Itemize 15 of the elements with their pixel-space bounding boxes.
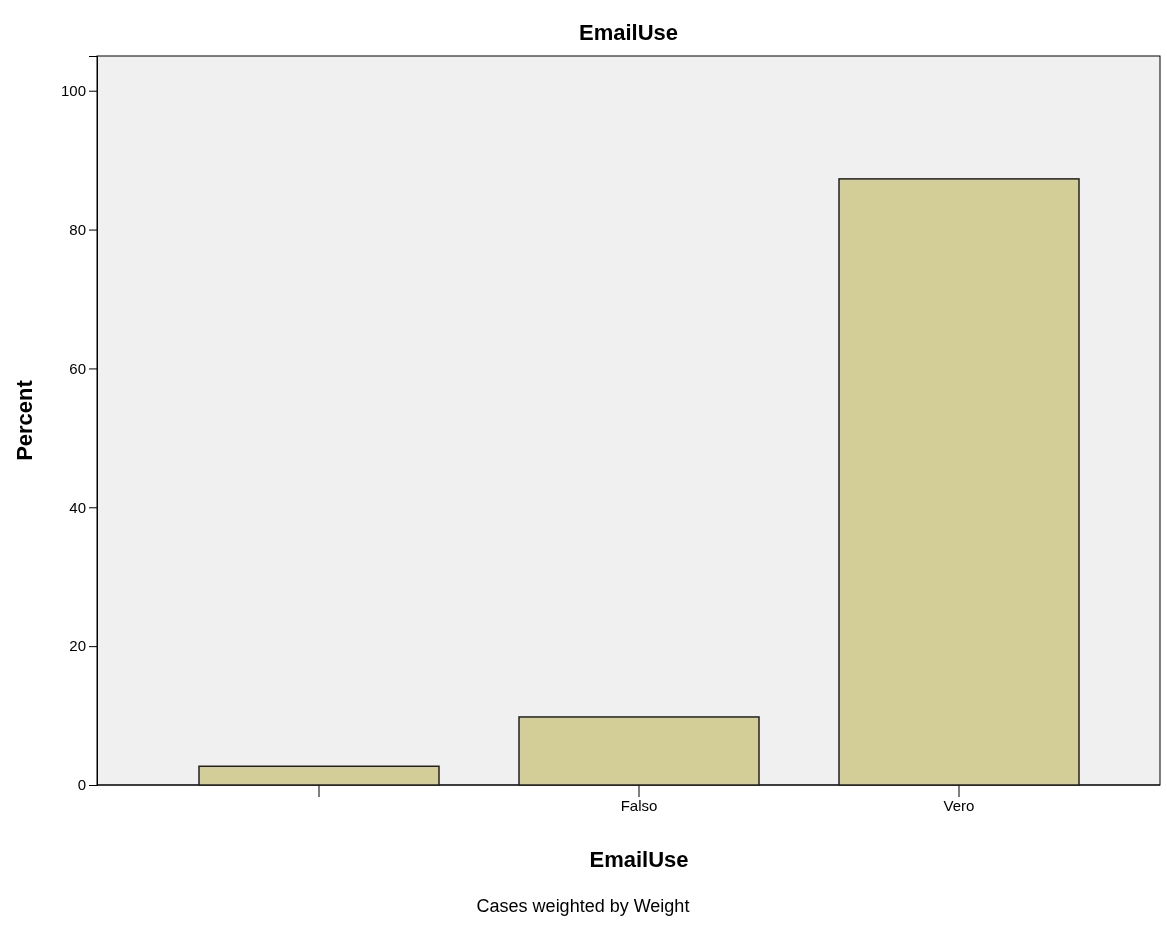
y-axis-title: Percent	[12, 379, 37, 461]
x-axis-title: EmailUse	[589, 847, 689, 872]
x-tick-label: Vero	[943, 796, 975, 814]
y-tick-label: 100	[60, 82, 86, 100]
x-tick-label: Falso	[620, 796, 658, 814]
bar	[838, 178, 1080, 786]
y-tick-label: 0	[77, 776, 86, 794]
bar	[198, 765, 440, 786]
text: Cases weighted by Weight	[476, 896, 690, 916]
y-tick-label: 20	[69, 637, 86, 655]
y-tick-label: 40	[69, 498, 86, 516]
y-tick-label: 60	[69, 359, 86, 377]
bar	[518, 716, 760, 786]
y-tick-label: 80	[69, 220, 86, 238]
chart-title: EmailUse	[578, 20, 679, 45]
